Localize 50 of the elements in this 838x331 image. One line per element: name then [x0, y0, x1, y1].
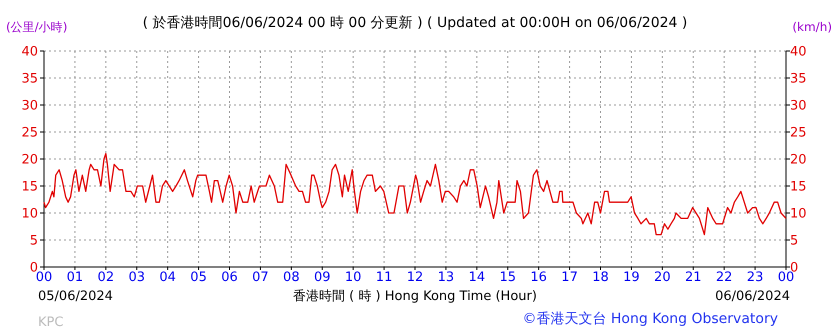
x-tick-label: 12: [406, 270, 424, 285]
y2-axis-title: (km/h): [792, 20, 832, 34]
x-tick-label: 17: [561, 270, 578, 285]
x-tick-label: 20: [654, 270, 671, 285]
x-tick-label: 03: [128, 270, 146, 285]
y-tick-label: 30: [21, 98, 38, 114]
y2-tick-label: 25: [790, 126, 807, 141]
x-tick-label: 00: [36, 270, 52, 285]
x-tick-label: 04: [159, 270, 176, 285]
x-tick-label: 23: [746, 270, 764, 285]
x-tick-label: 11: [376, 270, 392, 285]
text: 05/06/2024: [38, 289, 113, 304]
x-tick-label: 13: [438, 270, 454, 285]
text: 06/06/2024: [715, 289, 790, 304]
y-tick-label: 35: [21, 72, 38, 87]
text: KPC: [38, 315, 64, 330]
y-tick-label: 25: [21, 126, 38, 141]
x-axis-title: 香港時間 ( 時 ) Hong Kong Time (Hour): [293, 289, 537, 304]
x-tick-label: 05: [190, 270, 207, 285]
x-tick-label: 18: [592, 270, 609, 285]
x-tick-label: 09: [314, 270, 331, 285]
x-tick-label: 06: [221, 270, 238, 285]
x-tick-label: 14: [468, 270, 486, 285]
x-tick-label: 10: [344, 270, 362, 285]
y2-tick-label: 40: [790, 44, 807, 60]
x-tick-label: 21: [684, 270, 702, 285]
y-axis-title: (公里/小時): [6, 20, 68, 34]
y-tick-label: 0: [30, 260, 38, 276]
line-series: [43, 152, 787, 236]
chart-title: ( 於香港時間06/06/2024 00 時 00 分更新 ) ( Updated at 00:00H on 06/06/2024 ): [142, 15, 688, 31]
x-tick-label: 19: [623, 270, 640, 285]
x-tick-label: 16: [530, 270, 547, 285]
x-tick-label: 15: [499, 270, 516, 285]
y2-tick-label: 30: [790, 98, 807, 114]
y2-tick-label: 10: [790, 206, 807, 222]
x-tick-label: 22: [716, 270, 732, 285]
y-tick-label: 40: [21, 44, 38, 60]
x-tick-label: 02: [98, 270, 114, 285]
y2-tick-label: 20: [790, 152, 807, 168]
x-tick-label: 08: [283, 270, 300, 285]
y-tick-label: 15: [21, 180, 38, 195]
text: ©香港天文台 Hong Kong Observatory: [522, 311, 778, 327]
y2-tick-label: 5: [790, 234, 798, 249]
y-tick-label: 20: [21, 152, 38, 168]
y2-tick-label: 35: [790, 72, 807, 87]
x-tick-label: 01: [66, 270, 84, 285]
y-tick-label: 5: [30, 234, 38, 249]
y2-tick-label: 15: [790, 180, 807, 195]
y-tick-label: 10: [21, 206, 38, 222]
x-tick-label: 07: [252, 270, 269, 285]
